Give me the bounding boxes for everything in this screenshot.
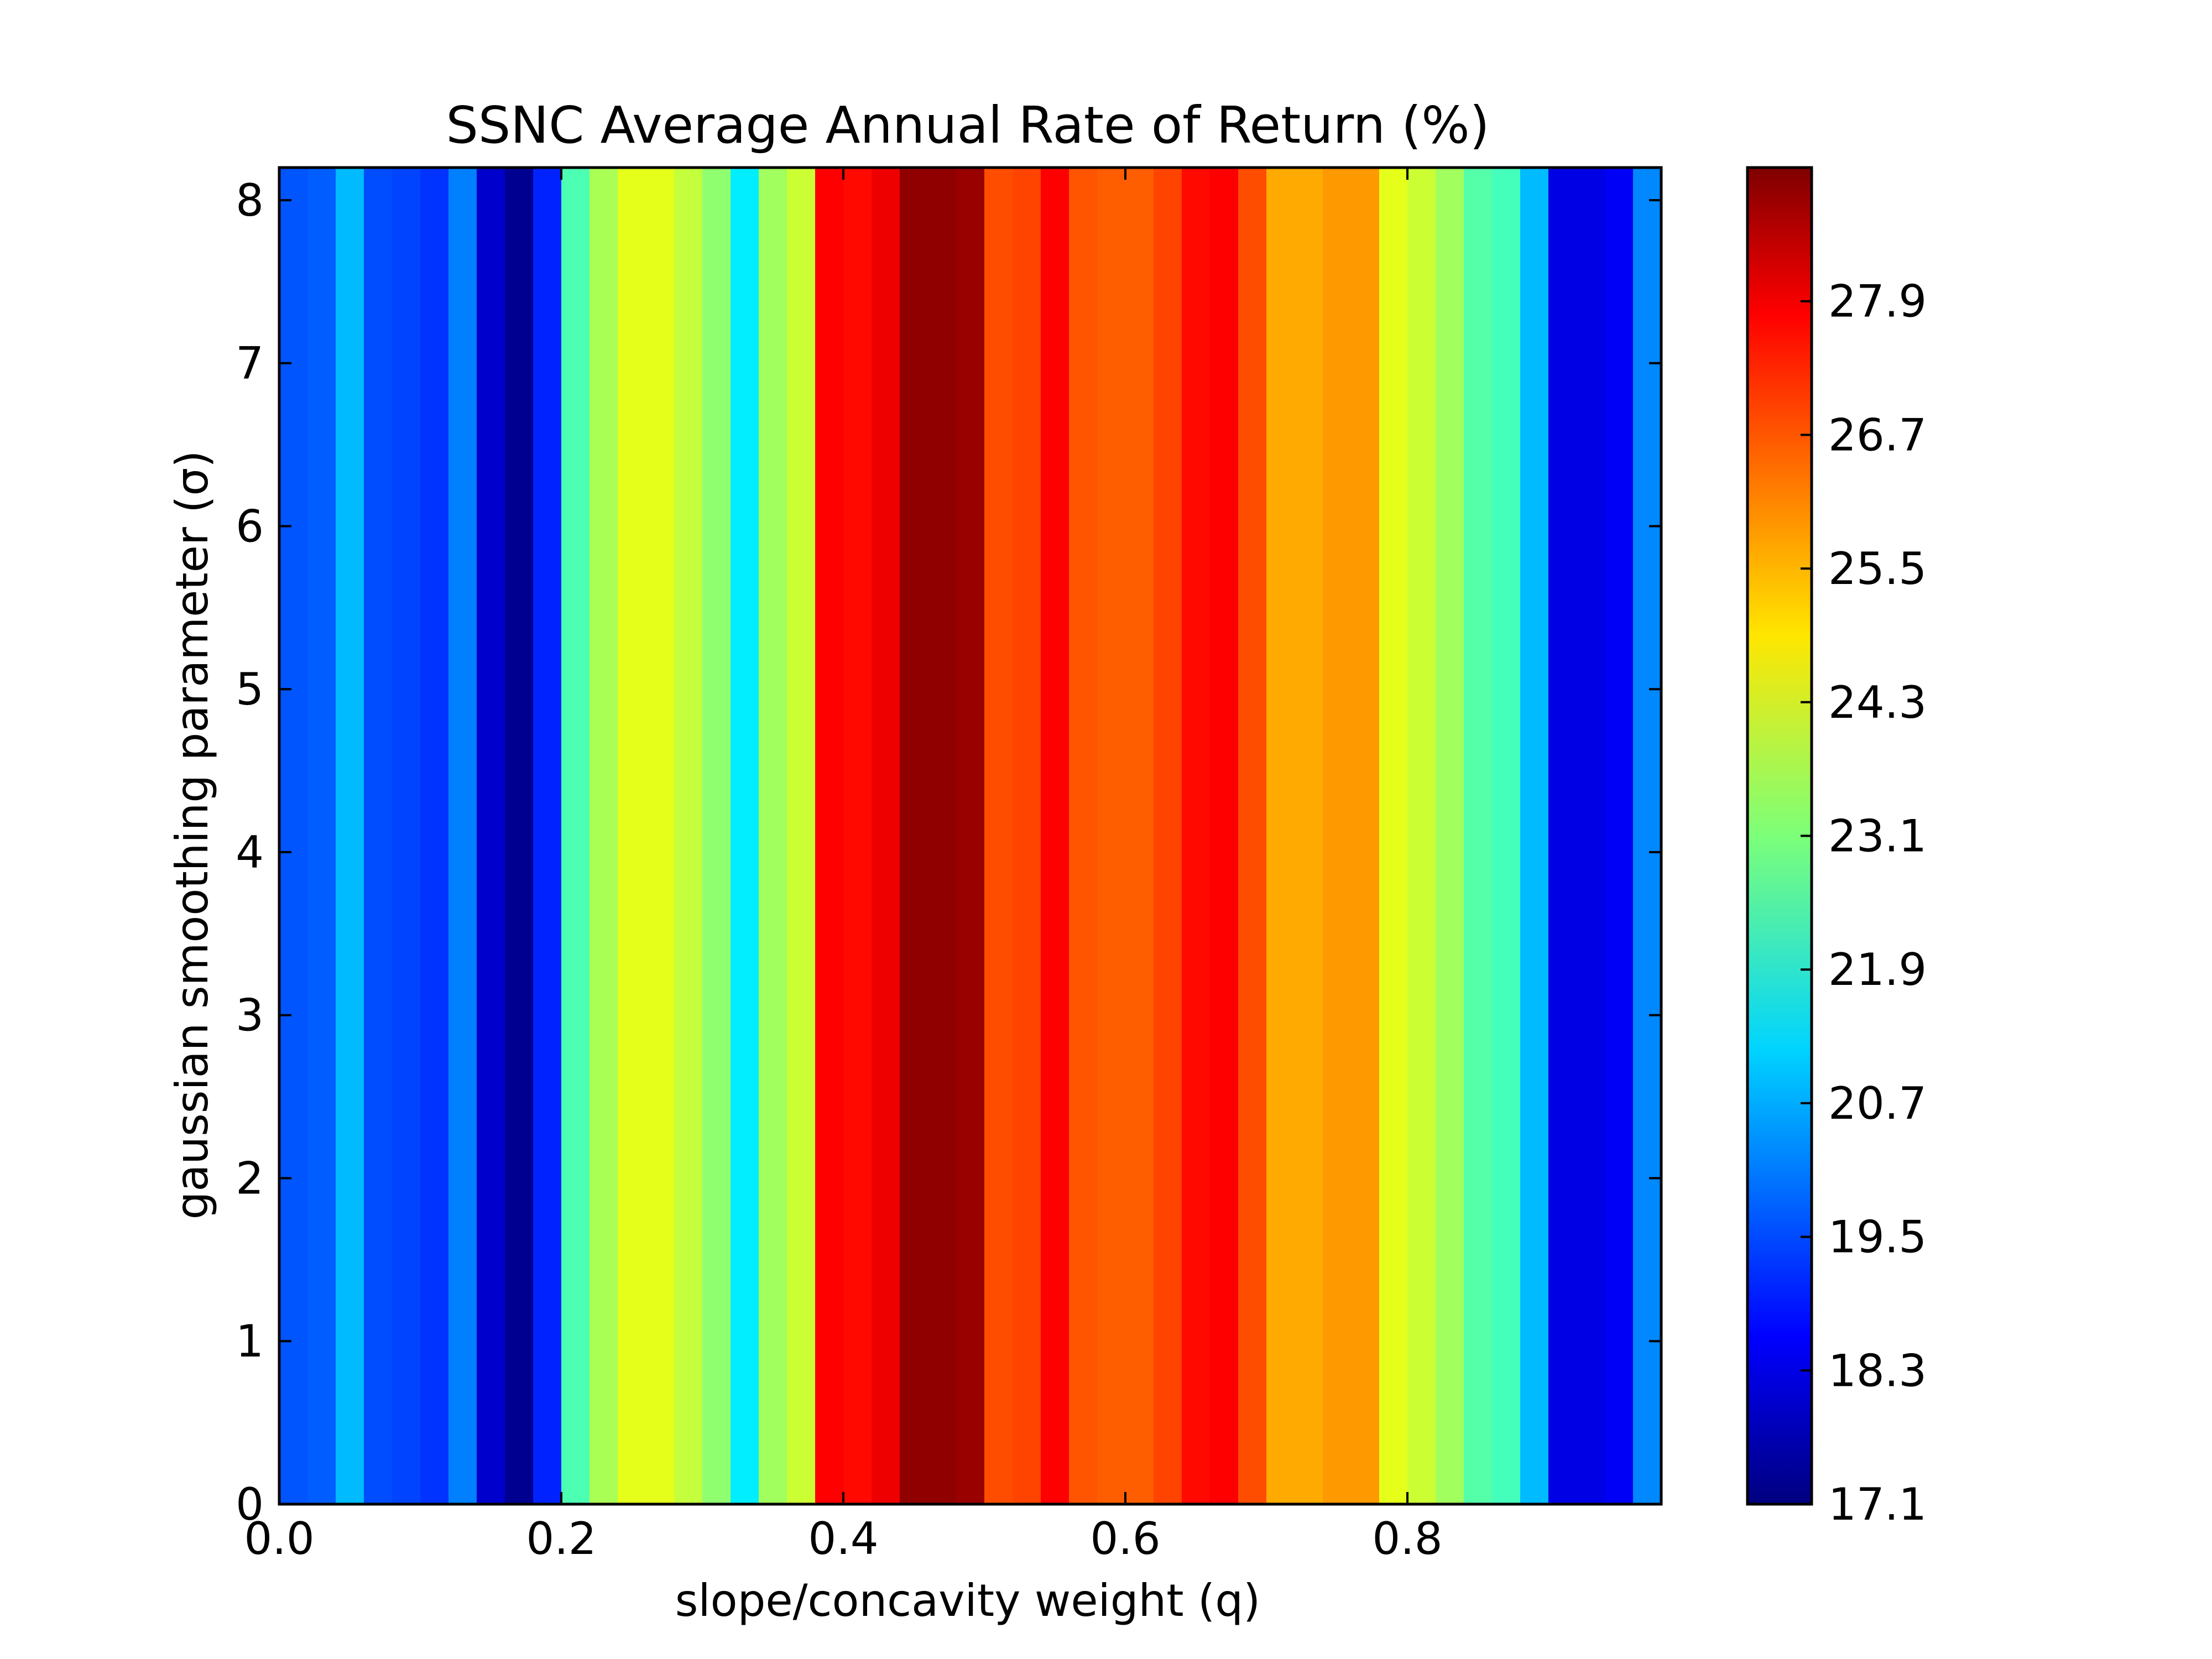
heatmap-column	[533, 168, 562, 1504]
heatmap-column	[843, 168, 872, 1504]
heatmap-column	[1351, 168, 1380, 1504]
plot-frame	[278, 166, 1663, 1506]
heatmap-column	[1041, 168, 1070, 1504]
colorbar-tick-label: 17.1	[1828, 1479, 1927, 1530]
heatmap-column	[392, 168, 421, 1504]
heatmap-column	[364, 168, 393, 1504]
heatmap-column	[561, 168, 590, 1504]
heatmap-column	[618, 168, 646, 1504]
x-tick-label: 0.2	[526, 1513, 596, 1564]
heatmap-column	[1492, 168, 1521, 1504]
heatmap-column	[505, 168, 534, 1504]
colorbar-tick-label: 27.9	[1828, 276, 1927, 327]
x-tick-label: 0.8	[1372, 1513, 1442, 1564]
colorbar-tick-label: 24.3	[1828, 677, 1927, 728]
heatmap-column	[336, 168, 364, 1504]
y-axis-ticks: 0 1 2 3 4 5 6 7 8	[236, 175, 1661, 1530]
heatmap-column	[702, 168, 731, 1504]
heatmap-column	[1097, 168, 1126, 1504]
heatmap-column	[1605, 168, 1634, 1504]
colorbar-tick-label: 20.7	[1828, 1078, 1927, 1129]
heatmap-column	[1436, 168, 1464, 1504]
heatmap-column	[646, 168, 675, 1504]
heatmap-column	[1154, 168, 1182, 1504]
heatmap-column	[1295, 168, 1323, 1504]
heatmap-column	[1633, 168, 1662, 1504]
heatmap-column	[1238, 168, 1267, 1504]
heatmap-column	[1577, 168, 1605, 1504]
heatmap-column	[1520, 168, 1549, 1504]
y-tick-label: 5	[236, 664, 264, 715]
y-tick-label: 1	[236, 1316, 264, 1367]
heatmap-column	[928, 168, 957, 1504]
heatmap-column	[279, 168, 308, 1504]
y-tick-label: 6	[236, 500, 264, 552]
heatmap-column	[1464, 168, 1493, 1504]
heatmap-column	[1407, 168, 1436, 1504]
heatmap-column	[1069, 168, 1098, 1504]
colorbar-tick-label: 21.9	[1828, 944, 1927, 995]
y-tick-label: 8	[236, 175, 264, 226]
heatmap-column	[477, 168, 505, 1504]
heatmap-column	[1013, 168, 1041, 1504]
heatmap-column	[1182, 168, 1211, 1504]
x-tick-label: 0.4	[808, 1513, 878, 1564]
heatmap-column	[984, 168, 1013, 1504]
heatmap-column	[420, 168, 449, 1504]
y-tick-label: 3	[236, 990, 264, 1041]
heatmap-column	[900, 168, 928, 1504]
heatmap-column	[759, 168, 787, 1504]
heatmap-column	[731, 168, 759, 1504]
heatmap-column	[956, 168, 985, 1504]
heatmap-column	[1379, 168, 1408, 1504]
heatmap-column	[448, 168, 477, 1504]
chart-title: SSNC Average Annual Rate of Return (%)	[446, 96, 1489, 155]
colorbar-tick-label: 18.3	[1828, 1345, 1927, 1396]
heatmap-cells	[279, 168, 1662, 1504]
y-tick-label: 7	[236, 338, 264, 389]
y-tick-label: 2	[236, 1152, 264, 1204]
heatmap-column	[674, 168, 703, 1504]
x-axis-label: slope/concavity weight (q)	[675, 1575, 1261, 1626]
heatmap-column	[307, 168, 336, 1504]
y-axis-label: gaussian smoothing parameter (σ)	[166, 451, 218, 1220]
x-tick-label: 0.0	[244, 1513, 314, 1564]
heatmap-column	[1125, 168, 1154, 1504]
heatmap-column	[872, 168, 900, 1504]
heatmap-column	[589, 168, 618, 1504]
colorbar-tick-label: 25.5	[1828, 543, 1927, 594]
y-tick-label: 0	[236, 1479, 264, 1530]
heatmap-column	[815, 168, 844, 1504]
x-axis-ticks: 0.0 0.2 0.4 0.6 0.8	[244, 168, 1443, 1564]
heatmap-column	[1548, 168, 1577, 1504]
colorbar-tick-label: 26.7	[1828, 409, 1927, 461]
y-tick-label: 4	[236, 827, 264, 878]
heatmap-column	[1210, 168, 1239, 1504]
colorbar-tick-label: 19.5	[1828, 1212, 1927, 1263]
x-tick-label: 0.6	[1090, 1513, 1160, 1564]
heatmap-column	[1323, 168, 1352, 1504]
colorbar-tick-label: 23.1	[1828, 811, 1927, 862]
heatmap-column	[787, 168, 816, 1504]
colorbar-ticks: 17.1 18.3 19.5 20.7 21.9 23.1 24.3 25.5 26.7 27.9	[1801, 276, 1927, 1530]
heatmap-column	[1266, 168, 1295, 1504]
